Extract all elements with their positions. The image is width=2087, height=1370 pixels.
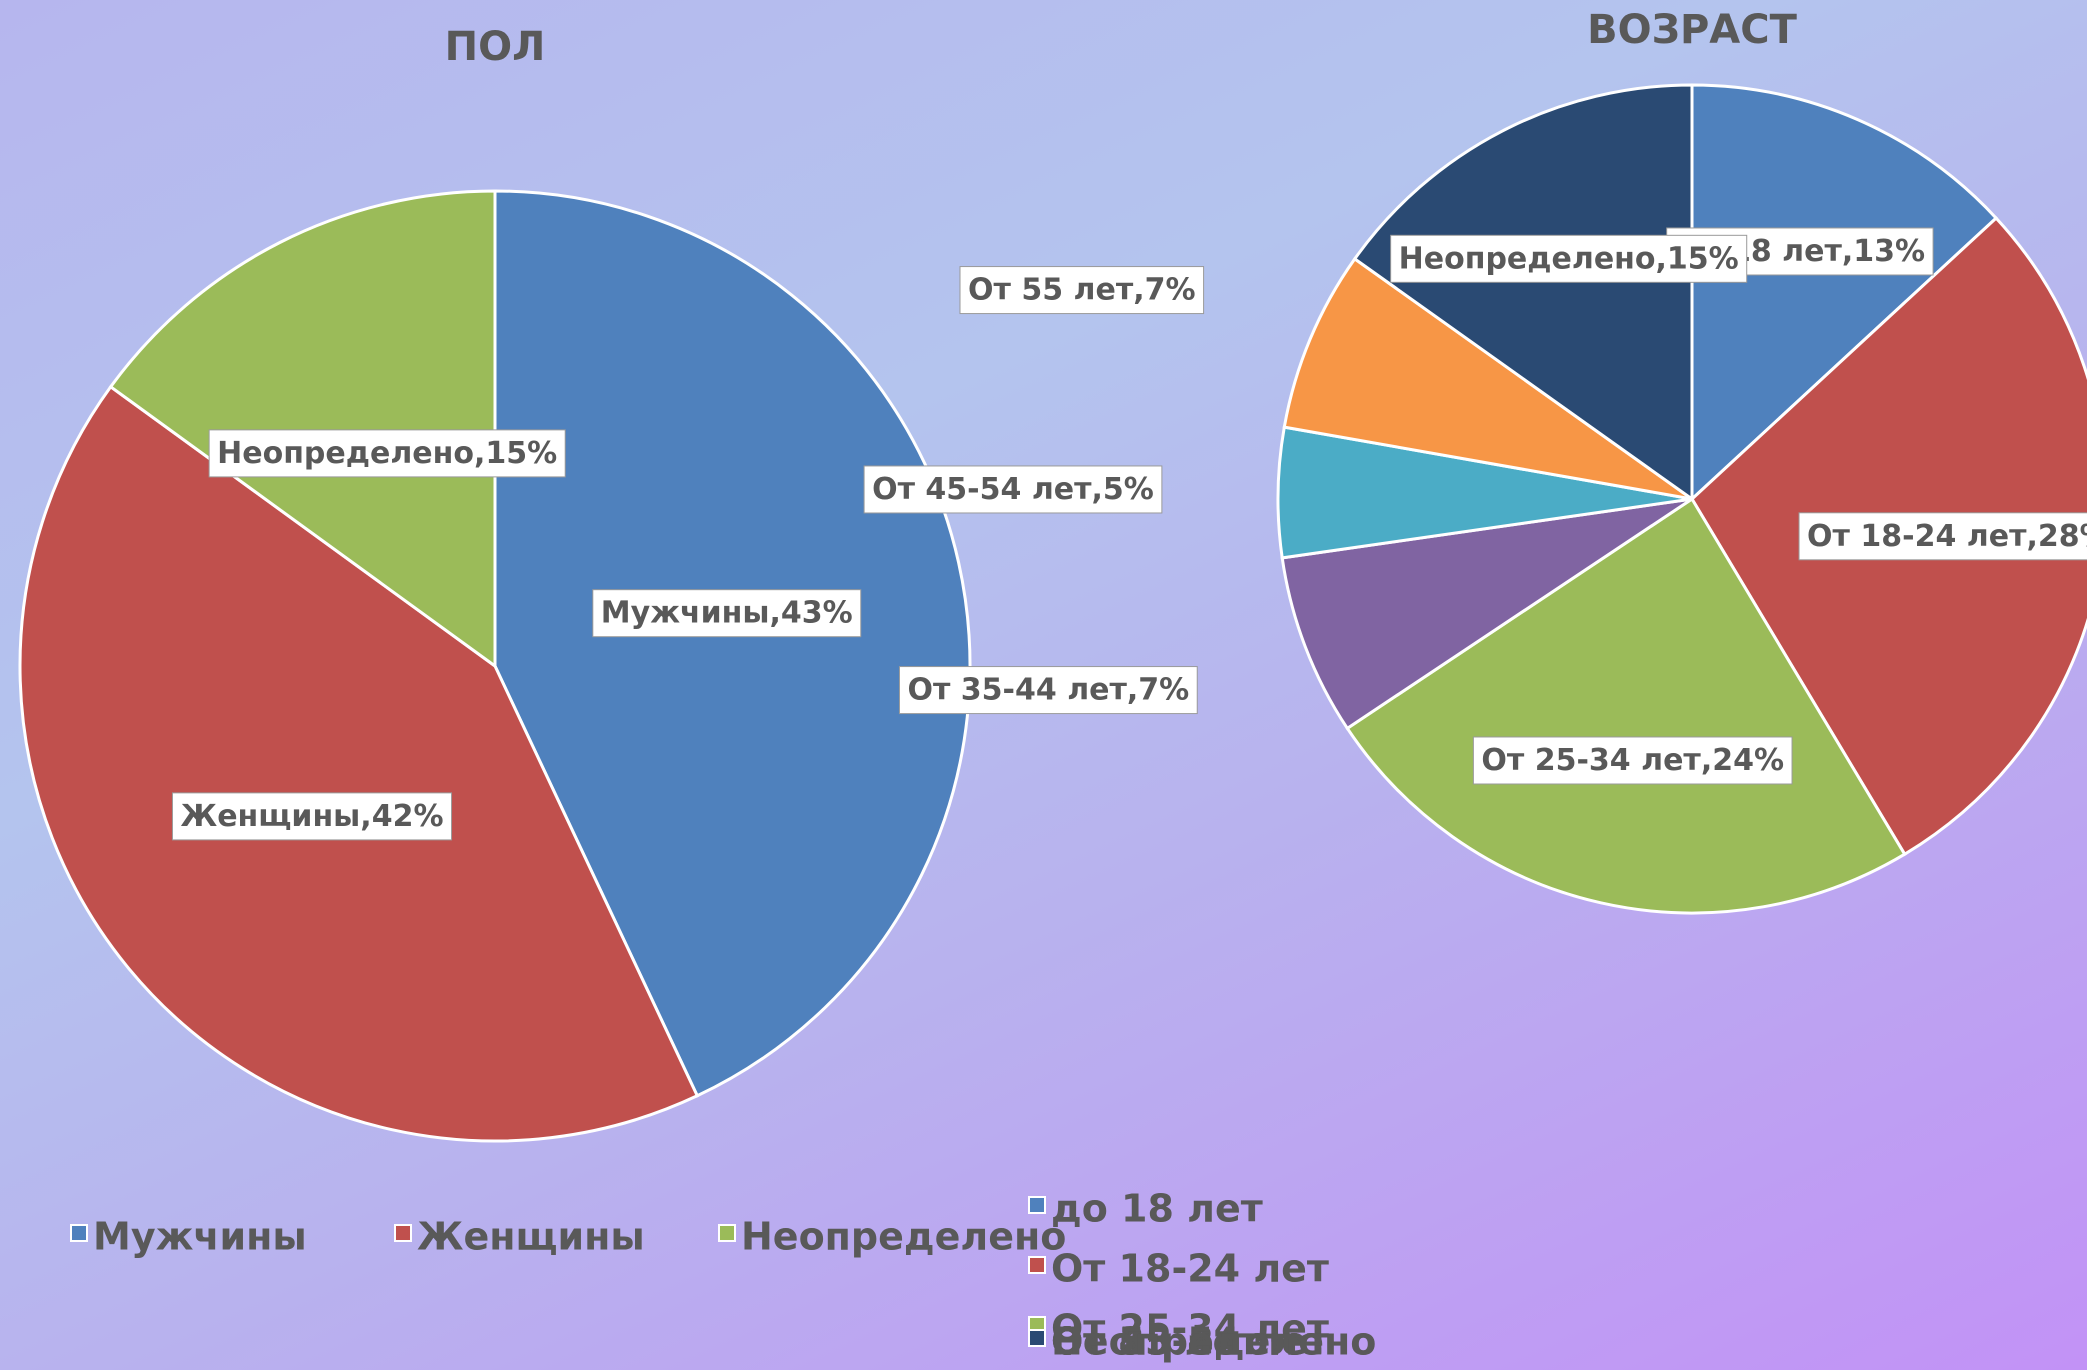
data-label-text: От 18-24 лет,28%	[1807, 519, 2087, 554]
data-label-text: Неопределено,15%	[1399, 241, 1739, 276]
data-label-box	[1390, 234, 1748, 283]
legend-label: Женщины	[417, 1215, 645, 1259]
data-label-text: От 45-54 лет,5%	[872, 472, 1154, 507]
legend-swatch	[718, 1224, 736, 1242]
data-label: Неопределено,15%	[1390, 234, 1748, 283]
data-label: От 45-54 лет,5%	[863, 465, 1163, 514]
data-label: Мужчины,43%	[592, 589, 862, 638]
data-label-text: От 55 лет,7%	[968, 273, 1196, 308]
legend-swatch	[1028, 1329, 1046, 1347]
data-label-box	[208, 429, 566, 478]
legend-swatch	[394, 1224, 412, 1242]
data-label: От 25-34 лет,24%	[1472, 736, 1793, 785]
pie-slice	[1352, 83, 1694, 502]
pie-slice	[1345, 496, 1907, 915]
legend-label: От 18-24 лет	[1051, 1247, 1329, 1291]
chart-title: ПОЛ	[445, 24, 546, 70]
data-label-box	[1472, 736, 1793, 785]
data-label-box	[592, 589, 862, 638]
legend-swatch	[1028, 1196, 1046, 1214]
data-label-text: От 25-34 лет,24%	[1481, 743, 1784, 778]
pie-slice	[1690, 83, 1999, 503]
data-label: От 55 лет,7%	[959, 266, 1205, 315]
legend-label: От 35-44 лет	[1051, 1320, 1329, 1364]
pie-slice	[1280, 497, 1693, 731]
legend-label: Неопределено	[1051, 1320, 1376, 1364]
data-label-box	[1798, 512, 2087, 561]
data-label-text: Женщины,42%	[180, 799, 443, 834]
legend-label: до 18 лет	[1051, 1187, 1263, 1231]
data-label: От 35-44 лет,7%	[898, 666, 1198, 715]
pie-slice	[18, 384, 700, 1143]
data-label: От 18-24 лет,28%	[1798, 512, 2087, 561]
legend-label: От 55 лет	[1051, 1320, 1260, 1364]
pie-slice	[108, 189, 497, 669]
data-label-box	[171, 792, 453, 841]
chart-title: ВОЗРАСТ	[1587, 7, 1798, 53]
pie-slice	[1282, 256, 1693, 501]
data-label-box	[959, 266, 1205, 315]
legend-swatch	[70, 1224, 88, 1242]
data-label-text: Мужчины,43%	[601, 596, 853, 631]
data-label: Женщины,42%	[171, 792, 453, 841]
data-label-text: Неопределено,15%	[217, 436, 557, 471]
legend-label: Мужчины	[93, 1215, 307, 1259]
pie-slice	[493, 189, 972, 1098]
pie	[18, 189, 972, 1143]
data-label: Неопределено,15%	[208, 429, 566, 478]
data-label-box	[863, 465, 1163, 514]
legend-label: Неопределено	[741, 1215, 1066, 1259]
data-label-text: От 35-44 лет,7%	[907, 673, 1189, 708]
legend-label: От 45-54 лет	[1051, 1320, 1329, 1364]
legend-swatch	[1028, 1256, 1046, 1274]
data-label-box	[898, 666, 1198, 715]
legend-label: От 25-34 лет	[1051, 1307, 1329, 1351]
pie	[1276, 83, 2087, 915]
